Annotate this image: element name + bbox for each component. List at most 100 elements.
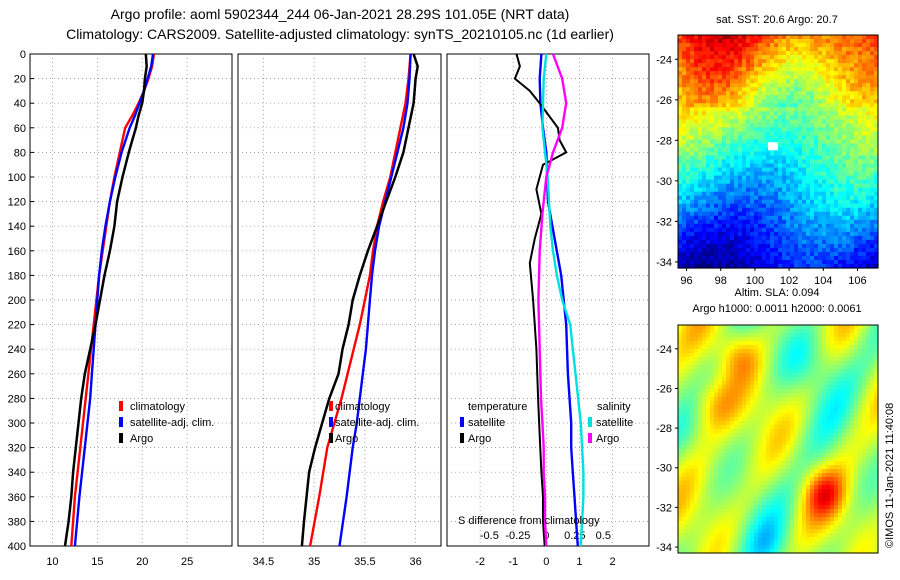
sst-cell xyxy=(766,183,771,189)
sst-cell xyxy=(762,83,767,88)
sst-cell xyxy=(782,135,787,141)
sst-cell xyxy=(834,39,839,44)
sst-cell xyxy=(786,119,791,124)
sst-cell xyxy=(710,115,715,120)
sst-cell xyxy=(818,159,823,165)
sla-cell xyxy=(682,409,687,414)
sst-cell xyxy=(786,207,791,213)
sla-cell xyxy=(782,405,787,410)
sst-cell xyxy=(822,43,827,48)
sla-cell xyxy=(698,361,703,366)
sla-cell xyxy=(714,337,719,342)
sst-cell xyxy=(738,235,743,241)
sst-cell xyxy=(730,75,735,80)
sst-cell xyxy=(766,195,771,201)
sst-cell xyxy=(714,103,719,108)
sst-cell xyxy=(690,127,695,133)
sla-cell xyxy=(798,393,803,398)
sst-cell xyxy=(818,123,823,128)
sst-cell xyxy=(746,247,751,253)
sst-cell xyxy=(818,71,823,76)
sla-cell xyxy=(770,349,775,354)
sla-cell xyxy=(734,381,739,386)
sla-cell xyxy=(706,465,711,470)
sst-cell xyxy=(834,175,839,181)
sla-cell xyxy=(734,433,739,438)
sla-cell xyxy=(850,421,855,426)
sla-cell xyxy=(694,461,699,466)
sst-cell xyxy=(798,231,803,237)
sla-cell xyxy=(830,373,835,378)
sst-cell xyxy=(770,103,775,108)
sst-cell xyxy=(678,167,683,173)
sst-cell xyxy=(714,47,719,52)
sla-cell xyxy=(834,337,839,342)
sla-cell xyxy=(766,337,771,342)
sst-cell xyxy=(814,147,819,153)
sst-cell xyxy=(706,59,711,64)
sla-cell xyxy=(682,417,687,422)
sla-cell xyxy=(734,437,739,442)
sla-cell xyxy=(702,405,707,410)
sst-cell xyxy=(710,151,715,157)
sst-cell xyxy=(810,259,815,265)
sst-cell xyxy=(866,239,871,245)
sla-cell xyxy=(830,377,835,382)
sst-cell xyxy=(706,211,711,217)
sla-cell xyxy=(774,393,779,398)
sla-cell xyxy=(770,461,775,466)
sla-cell xyxy=(742,461,747,466)
sst-cell xyxy=(806,175,811,181)
sla-cell xyxy=(766,373,771,378)
sla-cell xyxy=(746,357,751,362)
sla-cell xyxy=(726,365,731,370)
sst-cell xyxy=(790,107,795,112)
sst-cell xyxy=(718,163,723,169)
sla-cell xyxy=(706,397,711,402)
sst-cell xyxy=(698,75,703,80)
sst-cell xyxy=(830,219,835,225)
sst-cell xyxy=(718,179,723,185)
sst-cell xyxy=(770,123,775,128)
sst-cell xyxy=(682,251,687,257)
sst-cell xyxy=(834,243,839,249)
sla-cell xyxy=(822,457,827,462)
sla-cell xyxy=(678,437,683,442)
sst-cell xyxy=(678,239,683,245)
sst-cell xyxy=(854,231,859,237)
sla-cell xyxy=(742,429,747,434)
sst-cell xyxy=(802,123,807,128)
sst-cell xyxy=(726,223,731,229)
sst-cell xyxy=(850,75,855,80)
sla-cell xyxy=(798,465,803,470)
sst-cell xyxy=(834,119,839,124)
sst-cell xyxy=(798,71,803,76)
sst-cell xyxy=(758,227,763,233)
sst-cell xyxy=(766,187,771,193)
depth-tick-label: 360 xyxy=(8,492,26,504)
sla-cell xyxy=(750,445,755,450)
sla-cell xyxy=(798,385,803,390)
sst-cell xyxy=(694,83,699,88)
sst-cell xyxy=(850,115,855,120)
sst-cell xyxy=(806,123,811,128)
sst-cell xyxy=(678,131,683,137)
sst-cell xyxy=(802,127,807,133)
sla-cell xyxy=(830,469,835,474)
sst-cell xyxy=(746,219,751,225)
sla-cell xyxy=(678,441,683,446)
sst-cell xyxy=(834,167,839,173)
sla-cell xyxy=(746,397,751,402)
sst-cell xyxy=(710,163,715,169)
sst-cell xyxy=(678,59,683,64)
sst-cell xyxy=(874,167,879,173)
sst-cell xyxy=(802,255,807,261)
sla-cell xyxy=(838,429,843,434)
sst-cell xyxy=(758,135,763,141)
sst-cell xyxy=(734,203,739,209)
sst-cell xyxy=(782,215,787,221)
sst-cell xyxy=(870,35,875,40)
sla-cell xyxy=(730,389,735,394)
sla-cell xyxy=(766,405,771,410)
sst-cell xyxy=(730,247,735,253)
